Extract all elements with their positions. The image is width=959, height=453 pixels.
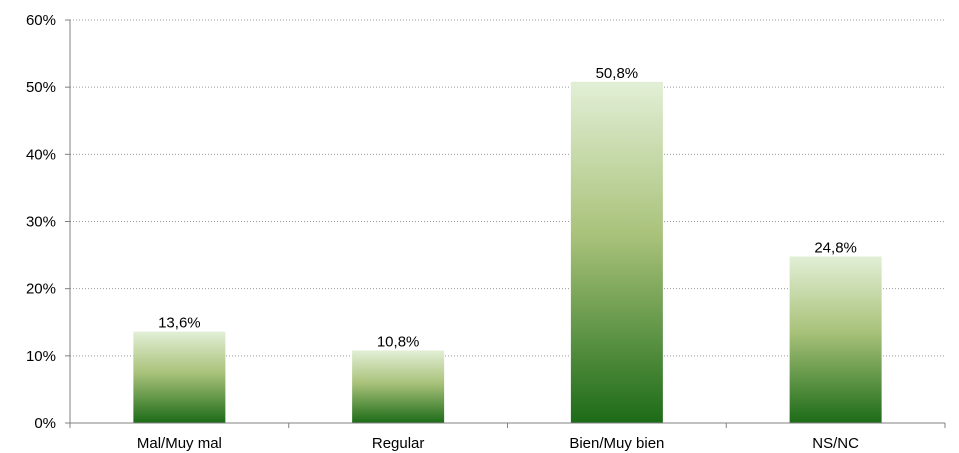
x-tick-label: Regular [372, 435, 425, 452]
x-tick-label: NS/NC [812, 435, 859, 452]
data-label: 24,8% [814, 239, 857, 256]
data-label: 50,8% [596, 65, 639, 82]
y-tick-label: 10% [26, 348, 56, 365]
x-tick-label: Bien/Muy bien [569, 435, 664, 452]
x-axis-ticks [69, 423, 946, 428]
x-tick-label: Mal/Muy mal [137, 435, 222, 452]
bar [789, 256, 882, 423]
y-tick-label: 40% [26, 146, 56, 163]
y-axis-ticks: 0% 10% 20% 30% 40% 50% 60% [26, 12, 70, 432]
y-tick-label: 0% [34, 415, 56, 432]
bar [133, 331, 226, 423]
data-label: 13,6% [158, 315, 201, 332]
bar [570, 81, 663, 423]
data-label: 10,8% [377, 333, 420, 350]
x-axis-labels: Mal/Muy mal Regular Bien/Muy bien NS/NC [137, 435, 859, 452]
bar [352, 350, 445, 423]
y-tick-label: 60% [26, 12, 56, 29]
y-tick-label: 20% [26, 281, 56, 298]
y-tick-label: 50% [26, 79, 56, 96]
bars [133, 81, 882, 423]
data-labels: 13,6% 10,8% 50,8% 24,8% [158, 65, 857, 351]
y-tick-label: 30% [26, 214, 56, 231]
